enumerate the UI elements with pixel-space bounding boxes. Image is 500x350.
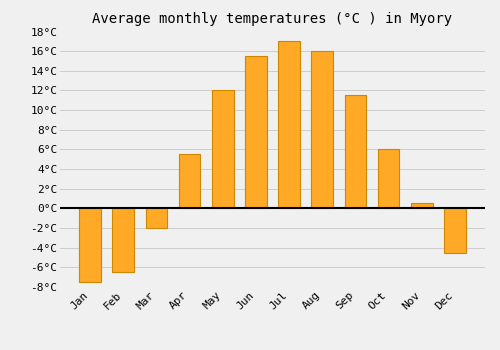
Bar <box>378 149 400 208</box>
Bar <box>112 208 134 272</box>
Bar <box>444 208 466 253</box>
Title: Average monthly temperatures (°C ) in Myory: Average monthly temperatures (°C ) in My… <box>92 12 452 26</box>
Bar <box>179 154 201 208</box>
Bar <box>344 95 366 208</box>
Bar <box>80 208 101 282</box>
Bar <box>312 51 333 208</box>
Bar <box>278 41 300 208</box>
Bar <box>411 203 432 208</box>
Bar <box>245 56 266 208</box>
Bar <box>212 90 234 208</box>
Bar <box>146 208 167 228</box>
